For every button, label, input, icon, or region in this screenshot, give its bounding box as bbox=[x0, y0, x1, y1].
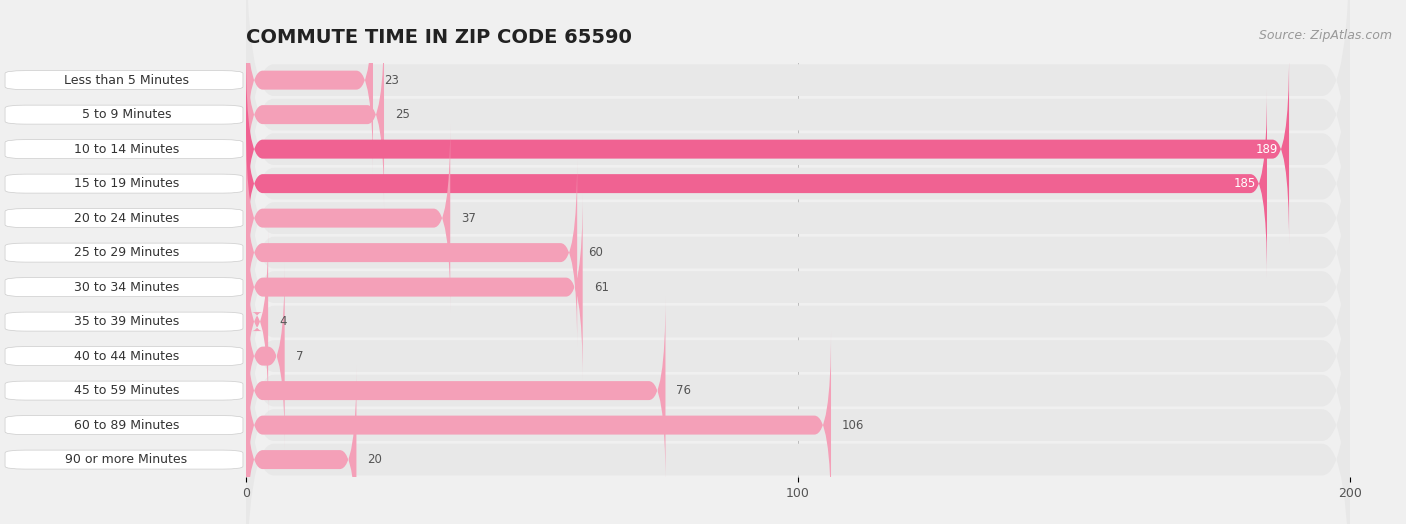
FancyBboxPatch shape bbox=[6, 312, 243, 331]
FancyBboxPatch shape bbox=[246, 297, 665, 485]
Text: 4: 4 bbox=[280, 315, 287, 328]
FancyBboxPatch shape bbox=[246, 159, 578, 346]
Text: 35 to 39 Minutes: 35 to 39 Minutes bbox=[75, 315, 179, 328]
FancyBboxPatch shape bbox=[246, 96, 1350, 409]
FancyBboxPatch shape bbox=[6, 71, 243, 90]
Text: 60: 60 bbox=[588, 246, 603, 259]
Text: 37: 37 bbox=[461, 212, 477, 225]
FancyBboxPatch shape bbox=[6, 139, 243, 159]
Text: 189: 189 bbox=[1256, 143, 1278, 156]
Text: 10 to 14 Minutes: 10 to 14 Minutes bbox=[75, 143, 179, 156]
Text: 15 to 19 Minutes: 15 to 19 Minutes bbox=[75, 177, 179, 190]
FancyBboxPatch shape bbox=[246, 55, 1289, 243]
FancyBboxPatch shape bbox=[246, 90, 1267, 278]
FancyBboxPatch shape bbox=[246, 366, 357, 524]
Text: 7: 7 bbox=[295, 350, 304, 363]
Text: 25: 25 bbox=[395, 108, 411, 121]
FancyBboxPatch shape bbox=[246, 234, 1350, 524]
Text: 61: 61 bbox=[593, 281, 609, 293]
Text: 20 to 24 Minutes: 20 to 24 Minutes bbox=[75, 212, 179, 225]
FancyBboxPatch shape bbox=[246, 61, 1350, 375]
FancyBboxPatch shape bbox=[6, 278, 243, 297]
Text: Less than 5 Minutes: Less than 5 Minutes bbox=[65, 74, 188, 86]
FancyBboxPatch shape bbox=[246, 268, 1350, 524]
FancyBboxPatch shape bbox=[246, 331, 831, 519]
FancyBboxPatch shape bbox=[246, 193, 582, 381]
FancyBboxPatch shape bbox=[246, 20, 384, 209]
FancyBboxPatch shape bbox=[246, 0, 373, 174]
Text: 90 or more Minutes: 90 or more Minutes bbox=[66, 453, 187, 466]
Text: 40 to 44 Minutes: 40 to 44 Minutes bbox=[75, 350, 179, 363]
FancyBboxPatch shape bbox=[246, 227, 269, 416]
Text: Source: ZipAtlas.com: Source: ZipAtlas.com bbox=[1258, 29, 1392, 42]
FancyBboxPatch shape bbox=[6, 243, 243, 262]
Text: 5 to 9 Minutes: 5 to 9 Minutes bbox=[82, 108, 172, 121]
Text: 45 to 59 Minutes: 45 to 59 Minutes bbox=[75, 384, 179, 397]
Text: 76: 76 bbox=[676, 384, 692, 397]
Text: 30 to 34 Minutes: 30 to 34 Minutes bbox=[75, 281, 179, 293]
Text: 23: 23 bbox=[384, 74, 399, 86]
FancyBboxPatch shape bbox=[246, 303, 1350, 524]
FancyBboxPatch shape bbox=[246, 0, 1350, 271]
FancyBboxPatch shape bbox=[6, 416, 243, 434]
Text: 25 to 29 Minutes: 25 to 29 Minutes bbox=[75, 246, 179, 259]
Text: 20: 20 bbox=[367, 453, 382, 466]
FancyBboxPatch shape bbox=[246, 0, 1350, 237]
Text: 106: 106 bbox=[842, 419, 865, 432]
FancyBboxPatch shape bbox=[6, 209, 243, 227]
FancyBboxPatch shape bbox=[246, 0, 1350, 305]
FancyBboxPatch shape bbox=[246, 200, 1350, 512]
FancyBboxPatch shape bbox=[246, 27, 1350, 340]
FancyBboxPatch shape bbox=[246, 165, 1350, 478]
FancyBboxPatch shape bbox=[6, 105, 243, 124]
Text: COMMUTE TIME IN ZIP CODE 65590: COMMUTE TIME IN ZIP CODE 65590 bbox=[246, 28, 631, 47]
FancyBboxPatch shape bbox=[246, 130, 1350, 444]
FancyBboxPatch shape bbox=[246, 124, 450, 312]
Text: 185: 185 bbox=[1233, 177, 1256, 190]
FancyBboxPatch shape bbox=[6, 381, 243, 400]
FancyBboxPatch shape bbox=[6, 346, 243, 366]
Text: 60 to 89 Minutes: 60 to 89 Minutes bbox=[75, 419, 179, 432]
FancyBboxPatch shape bbox=[6, 174, 243, 193]
FancyBboxPatch shape bbox=[246, 262, 284, 450]
FancyBboxPatch shape bbox=[6, 450, 243, 469]
